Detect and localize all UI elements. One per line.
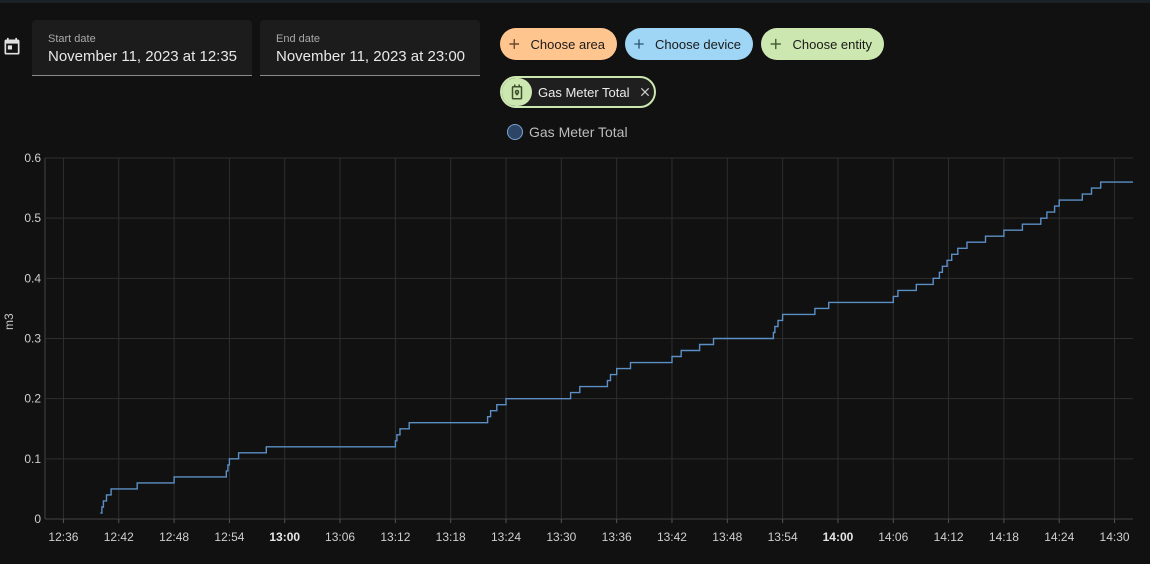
y-tick-label: 0.4	[24, 271, 41, 285]
x-tick-label: 13:30	[546, 530, 576, 544]
close-icon[interactable]	[638, 85, 652, 99]
x-tick-label: 12:42	[104, 530, 134, 544]
x-tick-label: 14:00	[823, 530, 854, 544]
x-tick-label: 12:48	[159, 530, 189, 544]
x-tick-label: 12:54	[214, 530, 244, 544]
x-tick-label: 14:30	[1100, 530, 1130, 544]
meter-gas-icon	[502, 78, 532, 106]
choose-entity-button[interactable]: Choose entity	[761, 28, 884, 60]
selected-entity-chip[interactable]: Gas Meter Total	[500, 76, 656, 108]
x-tick-label: 14:06	[878, 530, 908, 544]
x-tick-label: 13:00	[269, 530, 300, 544]
series-line-gas-meter-total	[100, 181, 1133, 514]
x-tick-label: 13:54	[768, 530, 798, 544]
x-tick-label: 14:12	[934, 530, 964, 544]
y-tick-label: 0.5	[24, 211, 41, 225]
x-tick-label: 12:36	[48, 530, 78, 544]
choose-area-label: Choose area	[530, 36, 605, 52]
x-tick-label: 14:18	[989, 530, 1019, 544]
calendar-icon[interactable]	[2, 37, 22, 57]
x-tick-label: 13:42	[657, 530, 687, 544]
choose-entity-label: Choose entity	[792, 36, 873, 52]
x-tick-label: 13:48	[712, 530, 742, 544]
x-tick-label: 13:18	[436, 530, 466, 544]
y-tick-label: 0.2	[24, 392, 41, 406]
plus-icon	[770, 38, 781, 50]
x-tick-label: 13:06	[325, 530, 355, 544]
y-tick-label: 0.1	[24, 452, 41, 466]
selected-entity-label: Gas Meter Total	[538, 84, 630, 100]
choose-area-button[interactable]: Choose area	[500, 28, 617, 60]
legend-swatch	[507, 124, 523, 140]
y-tick-label: 0.3	[24, 332, 41, 346]
y-tick-label: 0	[34, 512, 41, 526]
choose-device-label: Choose device	[655, 36, 741, 52]
start-date-value: November 11, 2023 at 12:35	[48, 48, 238, 65]
y-tick-label: 0.6	[24, 151, 41, 165]
start-date-label: Start date	[48, 33, 96, 45]
start-date-field[interactable]: Start date November 11, 2023 at 12:35	[32, 20, 252, 76]
x-tick-label: 13:36	[602, 530, 632, 544]
chart-legend-item[interactable]: Gas Meter Total	[507, 124, 628, 140]
x-tick-label: 13:12	[380, 530, 410, 544]
top-divider	[0, 0, 1150, 3]
x-tick-label: 13:24	[491, 530, 521, 544]
plus-icon	[509, 39, 520, 49]
plus-icon	[634, 39, 644, 49]
end-date-label: End date	[276, 33, 321, 45]
end-date-value: November 11, 2023 at 23:00	[276, 48, 466, 65]
legend-label: Gas Meter Total	[529, 124, 628, 140]
x-tick-label: 14:24	[1044, 530, 1074, 544]
y-axis-label: m3	[2, 313, 16, 330]
choose-device-button[interactable]: Choose device	[625, 28, 753, 60]
end-date-field[interactable]: End date November 11, 2023 at 23:00	[260, 20, 480, 76]
